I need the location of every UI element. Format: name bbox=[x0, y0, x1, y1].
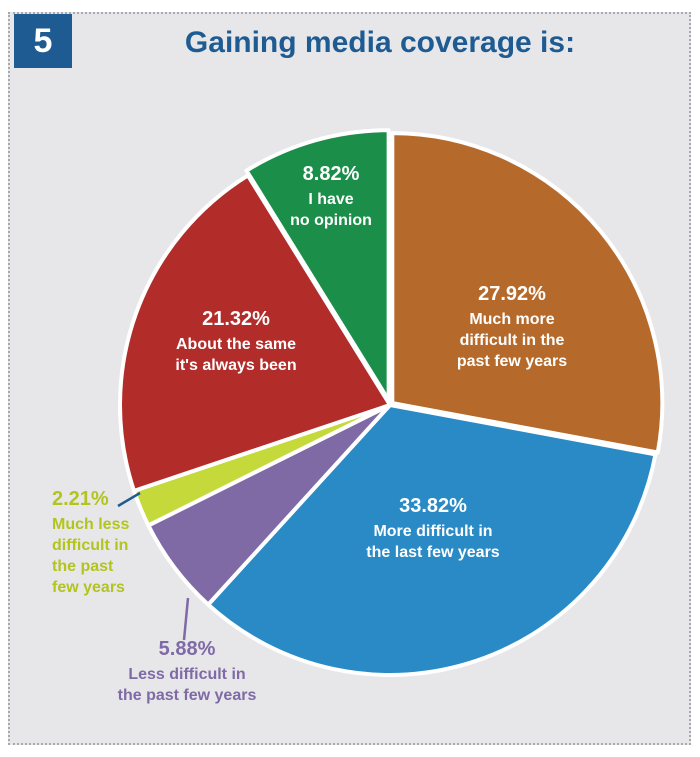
pie-slice-2 bbox=[206, 403, 658, 677]
slice-percent-4: 2.21% bbox=[52, 488, 109, 510]
slice-caption-line: it's always been bbox=[175, 357, 296, 374]
slice-label-5: 21.32% About the same it's always been bbox=[175, 308, 296, 374]
slice-caption-line: Much more bbox=[469, 311, 554, 328]
leader-line-4 bbox=[117, 491, 141, 508]
slice-label-3: 5.88% Less difficult in the past few years bbox=[118, 638, 257, 704]
slice-caption-line: difficult in bbox=[52, 537, 128, 554]
pie-slice-6 bbox=[244, 128, 391, 403]
slice-caption-line: the last few years bbox=[366, 544, 500, 561]
slice-percent-6: 8.82% bbox=[303, 163, 360, 185]
slice-label-2: 33.82% More difficult in the last few year… bbox=[366, 495, 500, 561]
slice-caption-line: Less difficult in bbox=[128, 666, 245, 683]
slice-caption-line: past few years bbox=[457, 353, 567, 370]
slice-label-1: 27.92% Much more difficult in the past few … bbox=[457, 283, 567, 370]
slice-caption-line: About the same bbox=[176, 336, 296, 353]
slice-caption-line: difficult in the bbox=[460, 332, 565, 349]
slice-caption-line: the past bbox=[52, 558, 114, 575]
slice-caption-line: no opinion bbox=[290, 212, 372, 229]
pie-slice-1 bbox=[390, 131, 665, 455]
slice-caption-line: Much less bbox=[52, 516, 129, 533]
pie-slice-5 bbox=[118, 173, 392, 493]
figure-number-badge: 5 bbox=[14, 14, 72, 68]
slice-percent-2: 33.82% bbox=[399, 495, 467, 517]
slice-percent-1: 27.92% bbox=[478, 283, 546, 305]
slice-caption-line: the past few years bbox=[118, 687, 257, 704]
slice-label-6: 8.82% I have no opinion bbox=[290, 163, 372, 229]
slice-percent-5: 21.32% bbox=[202, 308, 270, 330]
slice-label-4: 2.21% Much less difficult in the past few ye… bbox=[52, 488, 129, 596]
chart-title: Gaining media coverage is: bbox=[184, 26, 576, 59]
leader-line-3 bbox=[182, 597, 190, 641]
slice-percent-3: 5.88% bbox=[159, 638, 216, 660]
slice-caption-line: I have bbox=[308, 191, 353, 208]
slice-caption-line: More difficult in bbox=[373, 523, 492, 540]
slice-caption-line: few years bbox=[52, 579, 125, 596]
